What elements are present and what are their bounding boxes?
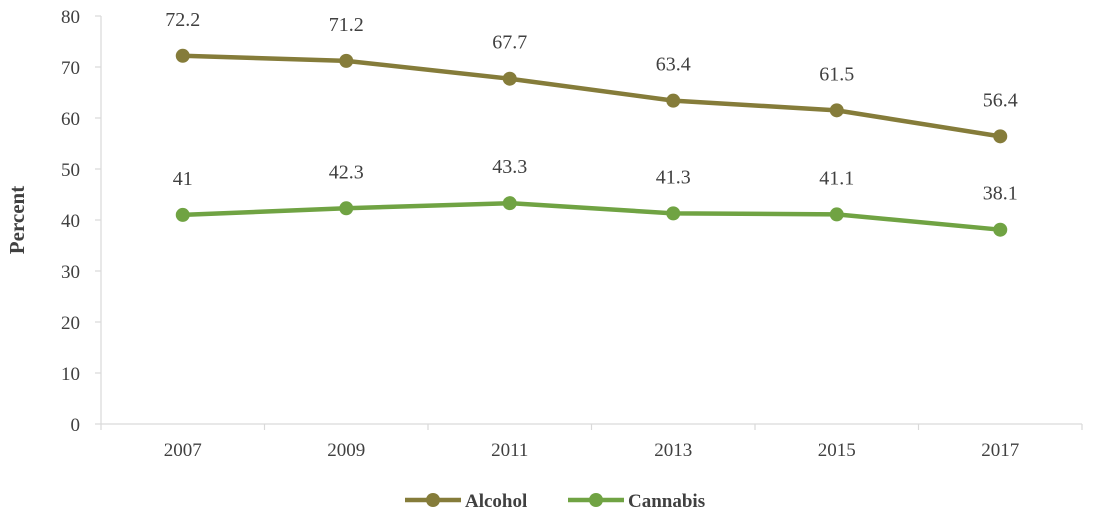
cannabis-data-label: 43.3 xyxy=(492,156,527,178)
cannabis-point xyxy=(666,206,681,221)
cannabis-data-label: 42.3 xyxy=(329,161,364,183)
y-axis-ticks: 0 10 20 30 40 50 60 70 80 xyxy=(61,7,101,436)
x-tick-label: 2007 xyxy=(164,440,202,461)
alcohol-data-label: 72.2 xyxy=(165,9,200,31)
alcohol-line xyxy=(180,53,1003,139)
x-axis-ticks: 2007 2009 2011 2013 2015 2017 xyxy=(100,424,1083,461)
cannabis-point xyxy=(502,196,517,211)
alcohol-data-label: 67.7 xyxy=(492,32,527,54)
cannabis-point xyxy=(829,207,844,222)
y-tick-label: 30 xyxy=(61,262,80,283)
cannabis-point xyxy=(175,207,190,222)
x-tick-label: 2013 xyxy=(654,440,692,461)
series-cannabis: 41 42.3 43.3 41.3 41.1 38.1 xyxy=(173,156,1018,237)
legend-item-alcohol: Alcohol xyxy=(405,491,527,512)
alcohol-point xyxy=(666,93,681,108)
x-tick-label: 2011 xyxy=(491,440,528,461)
alcohol-data-label: 63.4 xyxy=(656,54,691,76)
y-tick-label: 80 xyxy=(61,7,80,28)
alcohol-point xyxy=(829,103,844,118)
x-tick-label: 2017 xyxy=(981,440,1019,461)
legend-label: Cannabis xyxy=(628,491,705,512)
axes xyxy=(100,16,1082,425)
cannabis-data-label: 41.1 xyxy=(819,167,854,189)
y-tick-label: 70 xyxy=(61,58,80,79)
x-tick-label: 2015 xyxy=(818,440,856,461)
y-tick-label: 50 xyxy=(61,160,80,181)
series-group: 72.2 71.267.763.4 61.556.441 42.3 43.3 41.3 41… xyxy=(165,9,1018,237)
cannabis-data-label: 41 xyxy=(173,168,193,190)
series-alcohol: 72.2 71.2 67.7 63.4 61.5 56.4 xyxy=(165,9,1018,144)
y-tick-label: 20 xyxy=(61,313,80,334)
alcohol-point xyxy=(993,129,1008,144)
legend-swatch-marker xyxy=(426,493,440,507)
cannabis-data-label: 41.3 xyxy=(656,166,691,188)
legend-label: Alcohol xyxy=(465,491,527,512)
legend-swatch-marker xyxy=(589,493,603,507)
alcohol-point xyxy=(339,53,354,68)
x-tick-label: 2009 xyxy=(327,440,365,461)
cannabis-point xyxy=(339,201,354,216)
y-tick-label: 10 xyxy=(61,364,80,385)
cannabis-line xyxy=(180,200,1003,232)
alcohol-data-label: 71.2 xyxy=(329,14,364,36)
y-tick-label: 0 xyxy=(71,415,81,436)
alcohol-point xyxy=(175,48,190,63)
legend: Alcohol Cannabis xyxy=(405,491,705,512)
alcohol-point xyxy=(502,71,517,86)
alcohol-data-label: 61.5 xyxy=(819,63,854,85)
cannabis-point xyxy=(993,222,1008,237)
y-tick-label: 40 xyxy=(61,211,80,232)
y-axis-label: Percent xyxy=(5,186,29,254)
alcohol-data-label: 56.4 xyxy=(983,89,1018,111)
legend-item-cannabis: Cannabis xyxy=(568,491,705,512)
cannabis-data-label: 38.1 xyxy=(983,183,1018,205)
y-tick-label: 60 xyxy=(61,109,80,130)
